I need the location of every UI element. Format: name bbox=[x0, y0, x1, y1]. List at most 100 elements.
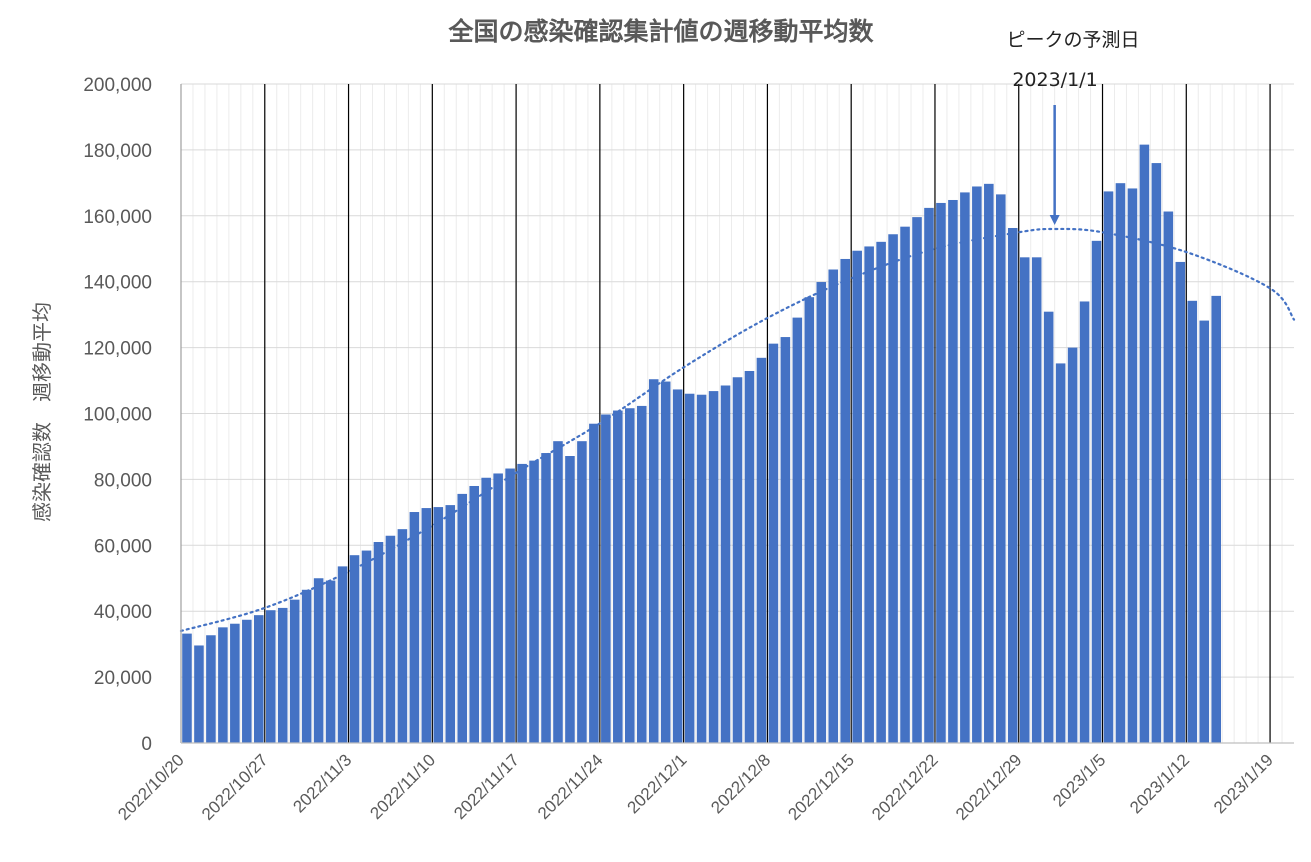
bars-layer bbox=[182, 144, 1221, 744]
bar bbox=[1091, 240, 1102, 744]
bar bbox=[265, 610, 276, 743]
bar bbox=[1067, 347, 1078, 743]
bar bbox=[481, 477, 491, 743]
bar bbox=[553, 441, 563, 743]
bar bbox=[924, 207, 934, 744]
bar bbox=[230, 623, 240, 743]
bar bbox=[254, 615, 264, 743]
bar bbox=[732, 377, 743, 743]
bar bbox=[840, 258, 850, 743]
bar bbox=[1079, 301, 1090, 743]
x-tick-label: 2022/11/10 bbox=[366, 750, 439, 823]
bar bbox=[900, 226, 910, 744]
bar bbox=[361, 550, 372, 743]
bar bbox=[433, 507, 444, 743]
bar bbox=[948, 199, 958, 743]
bar bbox=[337, 566, 348, 743]
y-tick-label: 100,000 bbox=[83, 405, 152, 426]
bar bbox=[421, 508, 432, 743]
bar bbox=[744, 370, 755, 743]
bar bbox=[1031, 257, 1042, 743]
bar bbox=[325, 580, 336, 743]
bar bbox=[409, 512, 420, 743]
bar bbox=[1175, 261, 1186, 743]
bar bbox=[912, 217, 922, 744]
bar bbox=[182, 633, 192, 743]
bar bbox=[684, 393, 695, 743]
bar bbox=[936, 202, 946, 744]
x-tick-label: 2022/12/22 bbox=[868, 750, 942, 824]
x-tick-label: 2023/1/5 bbox=[1049, 750, 1109, 810]
bar bbox=[601, 414, 611, 743]
bar bbox=[876, 241, 886, 743]
y-tick-label: 160,000 bbox=[83, 207, 152, 228]
bar bbox=[852, 250, 862, 744]
bar bbox=[996, 194, 1006, 743]
bar bbox=[277, 607, 288, 743]
y-tick-label: 200,000 bbox=[83, 75, 152, 96]
x-tick-label: 2023/1/12 bbox=[1126, 750, 1193, 817]
bar bbox=[1043, 311, 1054, 743]
bar bbox=[864, 246, 874, 744]
bar bbox=[660, 381, 671, 743]
bar bbox=[804, 297, 815, 743]
bar bbox=[636, 405, 647, 743]
bar bbox=[206, 635, 216, 743]
bar bbox=[756, 357, 767, 743]
bar bbox=[445, 505, 456, 743]
bar bbox=[397, 529, 408, 743]
y-tick-label: 60,000 bbox=[94, 536, 152, 557]
bar bbox=[349, 555, 360, 743]
bar bbox=[708, 391, 719, 743]
bar bbox=[960, 192, 970, 743]
bar bbox=[696, 394, 707, 743]
y-axis-label: 感染確認数 週移動平均 bbox=[30, 302, 54, 522]
bar bbox=[1055, 363, 1066, 743]
bar bbox=[194, 645, 204, 743]
bar bbox=[972, 186, 982, 744]
bar bbox=[1127, 188, 1138, 743]
bar bbox=[1115, 183, 1126, 743]
bar bbox=[469, 485, 479, 743]
x-tick-label: 2022/11/24 bbox=[534, 750, 607, 823]
bar bbox=[529, 460, 539, 743]
y-tick-label: 0 bbox=[141, 734, 152, 755]
bar bbox=[1139, 144, 1150, 744]
bar bbox=[720, 385, 731, 743]
bar bbox=[505, 468, 515, 743]
bar bbox=[1019, 257, 1030, 743]
chart-title: 全国の感染確認集計値の週移動平均数 bbox=[447, 17, 874, 46]
bar bbox=[218, 627, 228, 743]
bar bbox=[242, 619, 252, 743]
bar bbox=[984, 183, 994, 743]
x-tick-label: 2022/12/1 bbox=[624, 750, 691, 817]
bar bbox=[1151, 163, 1162, 743]
x-tick-label: 2022/12/15 bbox=[784, 750, 858, 824]
bar bbox=[541, 453, 551, 743]
x-tick-label: 2022/10/27 bbox=[198, 750, 272, 824]
y-tick-label: 120,000 bbox=[83, 339, 152, 360]
trend-line bbox=[179, 227, 1296, 633]
peak-arrow-head bbox=[1049, 214, 1060, 225]
y-tick-label: 80,000 bbox=[94, 470, 152, 491]
bar bbox=[373, 542, 384, 743]
bar bbox=[613, 410, 623, 743]
y-tick-labels: 0 20,000 40,000 60,000 80,000 100,000 120,000 1… bbox=[83, 75, 152, 755]
bar bbox=[565, 456, 575, 743]
axes-layer bbox=[180, 84, 1294, 744]
y-tick-label: 140,000 bbox=[83, 273, 152, 294]
y-tick-label: 40,000 bbox=[94, 602, 152, 623]
trend-layer bbox=[179, 227, 1296, 633]
bar bbox=[888, 234, 898, 743]
bar bbox=[577, 441, 587, 743]
peak-annotation-label: ピークの予測日 bbox=[1006, 29, 1139, 51]
bar bbox=[780, 337, 791, 743]
bar bbox=[1163, 211, 1174, 744]
x-tick-label: 2022/11/17 bbox=[450, 750, 523, 823]
y-tick-label: 180,000 bbox=[83, 141, 152, 162]
bar bbox=[792, 317, 803, 743]
bar bbox=[1187, 300, 1198, 743]
bar bbox=[1007, 227, 1018, 743]
x-tick-label: 2022/10/20 bbox=[114, 750, 188, 824]
bar bbox=[517, 463, 527, 743]
